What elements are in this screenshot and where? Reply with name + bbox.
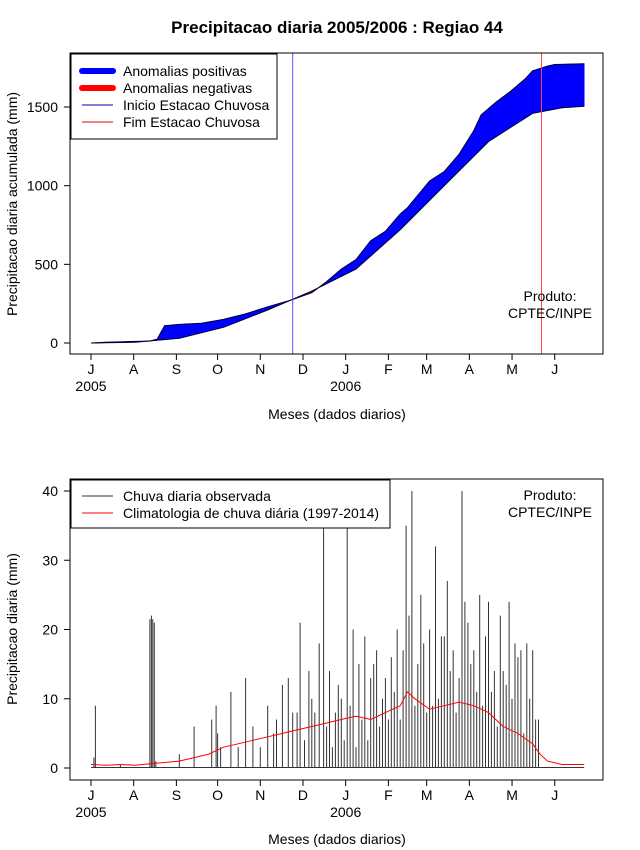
daily-marks bbox=[90, 491, 585, 768]
x-tick-label: J bbox=[551, 787, 558, 803]
x-tick-label: J bbox=[342, 361, 349, 377]
legend-accumulated: Anomalias positivas Anomalias negativas … bbox=[70, 53, 278, 140]
chart-title: Precipitacao diaria 2005/2006 : Regiao 4… bbox=[171, 18, 503, 37]
x-axis-label-accumulated: Meses (dados diarios) bbox=[268, 406, 406, 422]
x-tick-label: A bbox=[129, 787, 139, 803]
climatology-accumulated-line bbox=[90, 105, 585, 344]
legend-box bbox=[70, 479, 391, 529]
x-tick-label: S bbox=[172, 361, 181, 377]
x-year-label: 2006 bbox=[330, 804, 361, 820]
x-tick-label: M bbox=[506, 787, 518, 803]
annotation-produto: Produto: bbox=[524, 288, 577, 304]
y-tick-label: 0 bbox=[50, 760, 58, 776]
annotation-produto: Produto: bbox=[524, 487, 577, 503]
legend-label-climatology: Climatologia de chuva diária (1997-2014) bbox=[123, 505, 379, 521]
x-tick-label: D bbox=[298, 361, 308, 377]
y-tick-label: 0 bbox=[50, 335, 58, 351]
observed-accumulated-line bbox=[90, 63, 585, 344]
x-tick-label: O bbox=[212, 787, 223, 803]
y-tick-label: 500 bbox=[35, 256, 59, 272]
x-year-label: 2005 bbox=[75, 804, 106, 820]
y-tick-label: 20 bbox=[42, 622, 58, 638]
y-tick-label: 1500 bbox=[27, 99, 58, 115]
x-tick-label: M bbox=[421, 787, 433, 803]
y-tick-label: 1000 bbox=[27, 178, 58, 194]
y-axis-label-accumulated: Precipitacao diaria acumulada (mm) bbox=[4, 92, 20, 316]
x-tick-label: N bbox=[255, 787, 265, 803]
x-tick-label: M bbox=[421, 361, 433, 377]
y-tick-label: 30 bbox=[42, 552, 58, 568]
y-tick-label: 40 bbox=[42, 483, 58, 499]
x-tick-label: S bbox=[172, 787, 181, 803]
annotation-cptec: CPTEC/INPE bbox=[508, 504, 592, 520]
y-axis-daily: 0 10 20 30 40 bbox=[42, 483, 71, 776]
climatology-daily-line bbox=[90, 690, 585, 766]
x-tick-label: J bbox=[342, 787, 349, 803]
x-tick-label: O bbox=[212, 361, 223, 377]
y-axis-label-daily: Precipitacao diaria (mm) bbox=[4, 553, 20, 705]
legend-daily: Chuva diaria observada Climatologia de c… bbox=[70, 479, 391, 529]
x-tick-label: J bbox=[88, 361, 95, 377]
x-tick-label: A bbox=[465, 787, 475, 803]
x-tick-label: F bbox=[384, 361, 393, 377]
x-tick-label: N bbox=[255, 361, 265, 377]
legend-label-observed: Chuva diaria observada bbox=[123, 488, 271, 504]
x-year-label: 2005 bbox=[75, 378, 106, 394]
x-tick-label: J bbox=[551, 361, 558, 377]
x-tick-label: J bbox=[88, 787, 95, 803]
legend-label-positive: Anomalias positivas bbox=[123, 63, 247, 79]
annotation-cptec: CPTEC/INPE bbox=[508, 305, 592, 321]
x-tick-label: F bbox=[384, 787, 393, 803]
y-tick-label: 10 bbox=[42, 691, 58, 707]
y-axis-accumulated: 0 500 1000 1500 bbox=[27, 99, 71, 351]
x-tick-label: M bbox=[506, 361, 518, 377]
x-tick-label: A bbox=[129, 361, 139, 377]
x-tick-label: D bbox=[298, 787, 308, 803]
x-year-label: 2006 bbox=[330, 378, 361, 394]
legend-label-end: Fim Estacao Chuvosa bbox=[123, 114, 260, 130]
accumulated-marks bbox=[90, 53, 585, 354]
x-axis-label-daily: Meses (dados diarios) bbox=[268, 831, 406, 847]
legend-label-negative: Anomalias negativas bbox=[123, 80, 252, 96]
x-tick-label: A bbox=[465, 361, 475, 377]
legend-label-onset: Inicio Estacao Chuvosa bbox=[123, 97, 270, 113]
